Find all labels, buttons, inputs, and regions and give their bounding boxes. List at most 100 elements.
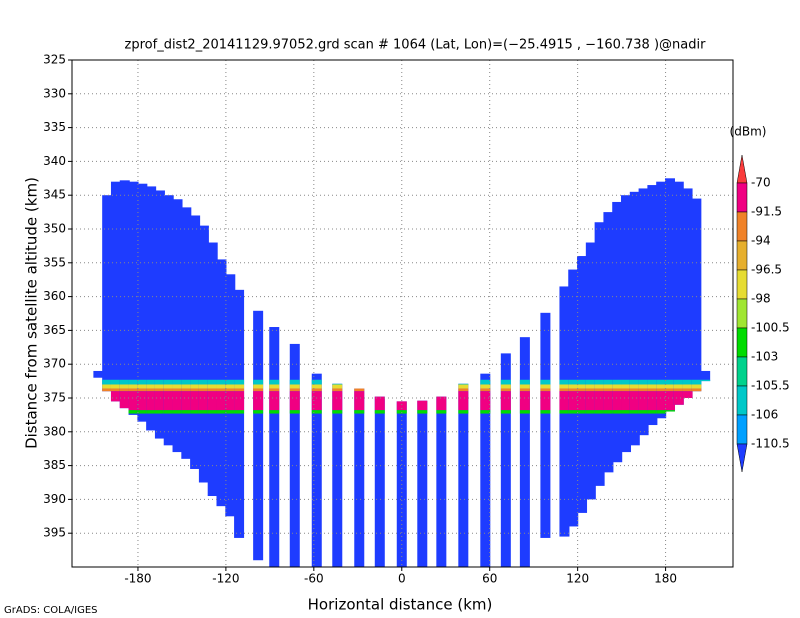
surface-layer	[146, 391, 157, 411]
surface-layer	[519, 379, 530, 385]
x-tick-label: -120	[212, 572, 239, 586]
surface-layer	[332, 383, 343, 385]
profile-column	[519, 337, 530, 567]
surface-layer	[396, 401, 407, 411]
surface-layer	[163, 384, 174, 389]
surface-layer	[577, 410, 588, 414]
surface-layer	[480, 388, 491, 392]
surface-layer	[289, 388, 300, 392]
footer: GrADS: COLA/IGES	[4, 605, 98, 616]
surface-layer	[163, 388, 174, 392]
x-axis-label: Horizontal distance (km)	[308, 596, 493, 614]
surface-layer	[207, 379, 218, 385]
surface-layer	[102, 379, 113, 385]
surface-layer	[154, 384, 165, 389]
surface-layer	[540, 391, 551, 411]
surface-layer	[500, 388, 511, 392]
profile-column	[128, 181, 139, 415]
profile-column	[500, 353, 511, 567]
surface-layer	[154, 379, 165, 385]
profile-column	[234, 289, 245, 538]
surface-layer	[458, 410, 469, 414]
surface-layer	[234, 410, 245, 414]
surface-layer	[559, 379, 570, 385]
surface-layer	[354, 388, 365, 392]
surface-layer	[119, 391, 130, 409]
surface-layer	[216, 379, 227, 385]
profile-column	[647, 185, 658, 426]
surface-layer	[682, 379, 693, 385]
surface-layer	[638, 384, 649, 389]
surface-layer	[198, 379, 209, 385]
surface-layer	[700, 379, 711, 382]
surface-layer	[656, 384, 667, 389]
y-tick-label: 365	[43, 323, 66, 337]
profile-column	[311, 373, 322, 567]
surface-layer	[480, 391, 491, 411]
profile-column	[682, 188, 693, 398]
surface-layer	[198, 384, 209, 389]
profile-column	[172, 199, 183, 453]
profile-column	[253, 310, 264, 561]
surface-layer	[110, 384, 121, 389]
surface-layer	[436, 396, 447, 411]
surface-layer	[568, 384, 579, 389]
y-tick-label: 380	[43, 424, 66, 438]
x-tick-label: -180	[124, 572, 151, 586]
surface-layer	[656, 410, 667, 414]
profile-column	[540, 312, 551, 538]
y-tick-label: 375	[43, 391, 66, 405]
y-axis-label: Distance from satellite altitude (km)	[23, 177, 41, 449]
profile-column	[458, 383, 469, 567]
y-tick-label: 325	[43, 53, 66, 67]
surface-layer	[559, 410, 570, 414]
y-tick-label: 345	[43, 188, 66, 202]
surface-layer	[621, 391, 632, 411]
surface-layer	[594, 410, 605, 414]
surface-layer	[664, 379, 675, 385]
surface-layer	[540, 388, 551, 392]
surface-layer	[629, 391, 640, 411]
surface-layer	[638, 379, 649, 385]
surface-layer	[172, 391, 183, 411]
surface-layer	[289, 391, 300, 411]
surface-layer	[519, 391, 530, 411]
surface-layer	[181, 379, 192, 385]
surface-layer	[585, 379, 596, 385]
surface-layer	[647, 410, 658, 414]
surface-layer	[664, 384, 675, 389]
surface-layer	[110, 391, 121, 402]
surface-layer	[559, 384, 570, 389]
surface-layer	[311, 391, 322, 411]
surface-layer	[332, 410, 343, 414]
colorbar-label: -106	[751, 408, 778, 422]
colorbar-label: -94	[751, 234, 771, 248]
plot-frame	[71, 59, 734, 568]
surface-layer	[682, 391, 693, 398]
surface-layer	[436, 410, 447, 414]
surface-layer	[137, 384, 148, 389]
surface-layer	[374, 410, 385, 414]
surface-layer	[225, 388, 236, 392]
surface-layer	[594, 388, 605, 392]
profile-column	[146, 186, 157, 431]
surface-layer	[198, 410, 209, 414]
profile-column	[154, 190, 165, 439]
surface-layer	[289, 384, 300, 389]
surface-layer	[664, 388, 675, 392]
colorbar-segment	[736, 182, 748, 213]
colorbar-label: -96.5	[751, 263, 782, 277]
surface-layer	[198, 388, 209, 392]
profile-column	[673, 181, 684, 405]
surface-layer	[311, 388, 322, 392]
surface-layer	[253, 379, 264, 385]
surface-layer	[234, 384, 245, 389]
surface-layer	[128, 410, 139, 414]
surface-layer	[603, 391, 614, 411]
surface-layer	[417, 410, 428, 414]
surface-layer	[480, 384, 491, 389]
surface-layer	[594, 391, 605, 411]
surface-layer	[207, 384, 218, 389]
x-tick-label: 0	[398, 572, 406, 586]
colorbar-label: -103	[751, 350, 778, 364]
